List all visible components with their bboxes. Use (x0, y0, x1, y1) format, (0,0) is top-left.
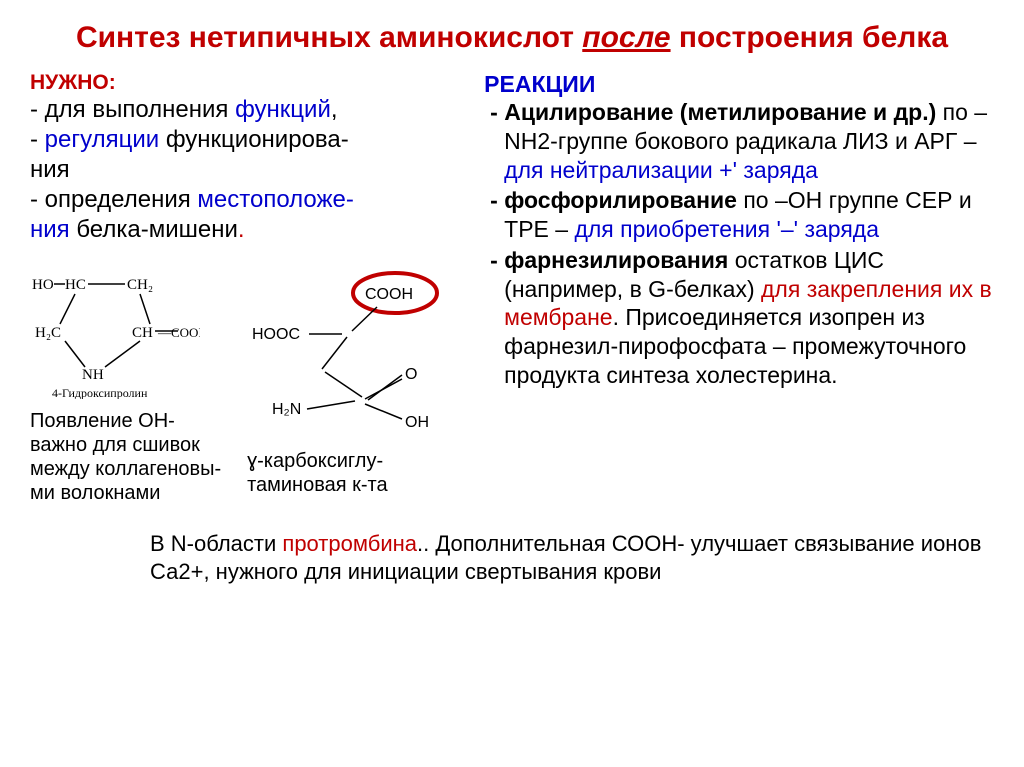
svg-text:—COOH: —COOH (157, 325, 200, 340)
reactions-head: РЕАКЦИИ (484, 71, 994, 98)
struct-carboxyglutamate: COOH HOOC H₂N O OH ɣ (247, 269, 454, 497)
need-list: - для выполнения функций, - регуляции фу… (30, 95, 454, 245)
need-label: НУЖНО: (30, 71, 454, 95)
svg-text:HOOC: HOOC (252, 326, 300, 343)
reaction-2: - фосфорилирование по –ОН группе СЕР и Т… (484, 186, 994, 244)
reaction-3: - фарнезилирования остатков ЦИС (наприме… (484, 246, 994, 390)
hydroxyproline-structure: HO HC CH₂ H₂C CH —COOH NH 4-Гидроксипр (30, 269, 200, 399)
svg-text:4-Гидроксипролин: 4-Гидроксипролин (52, 386, 148, 399)
carboxyglutamate-structure: COOH HOOC H₂N O OH (247, 269, 447, 439)
reaction-1: - Ацилирование (метилирование и др.) по … (484, 98, 994, 184)
slide-title: Синтез нетипичных аминокислот после пост… (30, 20, 994, 56)
svg-text:OH: OH (405, 414, 429, 431)
svg-text:H₂N: H₂N (272, 401, 301, 418)
svg-text:O: O (405, 366, 417, 383)
struct1-note: Появление ОН- важно для сшивок между кол… (30, 409, 237, 505)
columns: НУЖНО: - для выполнения функций, - регул… (30, 71, 994, 505)
reactions-list: - Ацилирование (метилирование и др.) по … (484, 98, 994, 390)
svg-text:CH: CH (132, 325, 153, 341)
title-part1: Синтез нетипичных аминокислот (76, 21, 582, 54)
footer-note: В N-области протромбина.. Дополнительная… (30, 530, 994, 585)
struct-hydroxyproline: HO HC CH₂ H₂C CH —COOH NH 4-Гидроксипр (30, 269, 237, 505)
title-after: после (582, 21, 670, 54)
svg-text:NH: NH (82, 367, 104, 383)
svg-text:HO: HO (32, 277, 54, 293)
svg-text:COOH: COOH (365, 286, 413, 303)
svg-text:HC: HC (65, 277, 86, 293)
svg-text:CH₂: CH₂ (127, 277, 153, 293)
svg-text:H₂C: H₂C (35, 325, 61, 341)
right-column: РЕАКЦИИ - Ацилирование (метилирование и … (484, 71, 994, 505)
struct2-label: ɣ-карбоксиглу-таминовая к-та (247, 449, 454, 497)
title-part2: построения белка (671, 21, 948, 54)
structures-row: HO HC CH₂ H₂C CH —COOH NH 4-Гидроксипр (30, 269, 454, 505)
left-column: НУЖНО: - для выполнения функций, - регул… (30, 71, 454, 505)
